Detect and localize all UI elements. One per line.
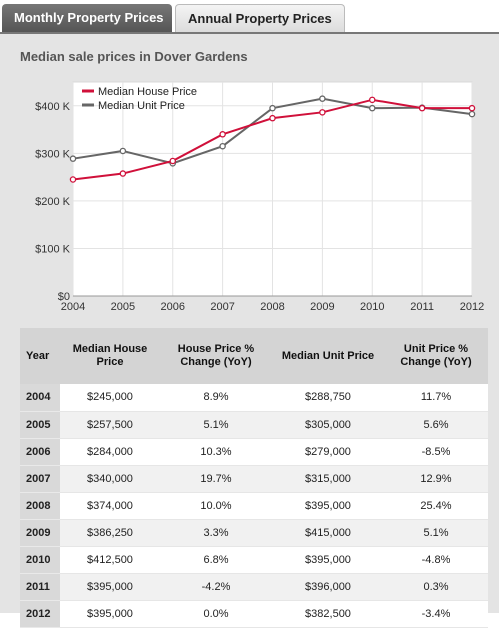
cell-year: 2007 — [20, 465, 60, 492]
cell-median-house-price: $340,000 — [60, 465, 160, 492]
cell-unit-price-change: 12.9% — [384, 465, 488, 492]
cell-unit-price-change: 25.4% — [384, 492, 488, 519]
x-tick-label: 2004 — [61, 301, 85, 313]
tab-monthly-property-prices[interactable]: Monthly Property Prices — [2, 4, 172, 32]
cell-unit-price-change: 5.1% — [384, 519, 488, 546]
y-tick-label: $100 K — [35, 243, 71, 255]
cell-unit-price-change: -3.4% — [384, 600, 488, 627]
cell-median-unit-price: $305,000 — [272, 411, 384, 438]
table-header-row: Year Median House Price House Price % Ch… — [20, 328, 488, 384]
data-point-unit — [270, 106, 275, 111]
cell-year: 2005 — [20, 411, 60, 438]
cell-house-price-change: 0.0% — [160, 600, 272, 627]
table-row: 2005 $257,500 5.1% $305,000 5.6% — [20, 411, 488, 438]
cell-median-house-price: $257,500 — [60, 411, 160, 438]
cell-year: 2011 — [20, 573, 60, 600]
tab-bar: Monthly Property Prices Annual Property … — [0, 0, 499, 32]
tab-annual-property-prices[interactable]: Annual Property Prices — [175, 4, 345, 32]
cell-house-price-change: 6.8% — [160, 546, 272, 573]
x-tick-label: 2009 — [310, 301, 334, 313]
cell-median-unit-price: $288,750 — [272, 384, 384, 411]
cell-median-unit-price: $396,000 — [272, 573, 384, 600]
data-point-house — [420, 106, 425, 111]
table-row: 2011 $395,000 -4.2% $396,000 0.3% — [20, 573, 488, 600]
x-tick-label: 2010 — [360, 301, 384, 313]
y-tick-label: $300 K — [35, 148, 71, 160]
price-chart: $0 $100 K $200 K $300 K $400 K 2004 2005 2006 20… — [0, 72, 499, 322]
cell-house-price-change: 10.0% — [160, 492, 272, 519]
x-tick-label: 2012 — [460, 301, 484, 313]
table-row: 2010 $412,500 6.8% $395,000 -4.8% — [20, 546, 488, 573]
cell-house-price-change: 3.3% — [160, 519, 272, 546]
data-point-unit — [370, 106, 375, 111]
cell-year: 2008 — [20, 492, 60, 519]
data-point-unit — [469, 112, 474, 117]
cell-year: 2006 — [20, 438, 60, 465]
data-point-unit — [70, 156, 75, 161]
header-median-unit-price: Median Unit Price — [272, 328, 384, 384]
header-unit-price-change: Unit Price % Change (YoY) — [384, 328, 488, 384]
cell-median-house-price: $395,000 — [60, 573, 160, 600]
cell-median-house-price: $374,000 — [60, 492, 160, 519]
data-point-house — [469, 106, 474, 111]
table-row: 2009 $386,250 3.3% $415,000 5.1% — [20, 519, 488, 546]
y-tick-label: $400 K — [35, 101, 71, 113]
header-median-house-price: Median House Price — [60, 328, 160, 384]
cell-median-house-price: $395,000 — [60, 600, 160, 627]
x-tick-label: 2008 — [260, 301, 284, 313]
header-year: Year — [20, 328, 60, 384]
legend-label: Median House Price — [98, 86, 197, 98]
x-tick-label: 2006 — [161, 301, 185, 313]
data-point-house — [320, 110, 325, 115]
cell-median-unit-price: $395,000 — [272, 492, 384, 519]
data-point-house — [170, 158, 175, 163]
cell-year: 2012 — [20, 600, 60, 627]
cell-year: 2009 — [20, 519, 60, 546]
cell-median-unit-price: $395,000 — [272, 546, 384, 573]
chart-panel: Median sale prices in Dover Gardens $0 $1… — [0, 32, 499, 613]
cell-median-house-price: $245,000 — [60, 384, 160, 411]
table-row: 2007 $340,000 19.7% $315,000 12.9% — [20, 465, 488, 492]
data-point-house — [120, 171, 125, 176]
cell-median-unit-price: $415,000 — [272, 519, 384, 546]
cell-house-price-change: -4.2% — [160, 573, 272, 600]
table-row: 2004 $245,000 8.9% $288,750 11.7% — [20, 384, 488, 411]
price-table: Year Median House Price House Price % Ch… — [20, 328, 488, 628]
cell-unit-price-change: 5.6% — [384, 411, 488, 438]
cell-year: 2004 — [20, 384, 60, 411]
cell-median-unit-price: $279,000 — [272, 438, 384, 465]
chart-title: Median sale prices in Dover Gardens — [20, 49, 248, 64]
data-point-house — [270, 116, 275, 121]
cell-house-price-change: 19.7% — [160, 465, 272, 492]
cell-house-price-change: 5.1% — [160, 411, 272, 438]
y-tick-label: $200 K — [35, 196, 71, 208]
table-row: 2012 $395,000 0.0% $382,500 -3.4% — [20, 600, 488, 627]
cell-house-price-change: 8.9% — [160, 384, 272, 411]
data-point-unit — [220, 144, 225, 149]
data-point-house — [370, 97, 375, 102]
cell-year: 2010 — [20, 546, 60, 573]
data-point-house — [70, 177, 75, 182]
cell-median-house-price: $412,500 — [60, 546, 160, 573]
cell-house-price-change: 10.3% — [160, 438, 272, 465]
cell-median-house-price: $386,250 — [60, 519, 160, 546]
price-table-wrapper: Year Median House Price House Price % Ch… — [20, 328, 488, 628]
cell-median-house-price: $284,000 — [60, 438, 160, 465]
data-point-unit — [320, 96, 325, 101]
cell-unit-price-change: -4.8% — [384, 546, 488, 573]
data-point-unit — [120, 148, 125, 153]
data-point-house — [220, 132, 225, 137]
cell-median-unit-price: $382,500 — [272, 600, 384, 627]
cell-unit-price-change: 0.3% — [384, 573, 488, 600]
table-row: 2006 $284,000 10.3% $279,000 -8.5% — [20, 438, 488, 465]
cell-median-unit-price: $315,000 — [272, 465, 384, 492]
header-house-price-change: House Price % Change (YoY) — [160, 328, 272, 384]
table-row: 2008 $374,000 10.0% $395,000 25.4% — [20, 492, 488, 519]
cell-unit-price-change: 11.7% — [384, 384, 488, 411]
cell-unit-price-change: -8.5% — [384, 438, 488, 465]
x-tick-label: 2005 — [111, 301, 135, 313]
x-tick-label: 2011 — [410, 301, 434, 313]
legend-label: Median Unit Price — [98, 100, 185, 112]
x-tick-label: 2007 — [210, 301, 234, 313]
